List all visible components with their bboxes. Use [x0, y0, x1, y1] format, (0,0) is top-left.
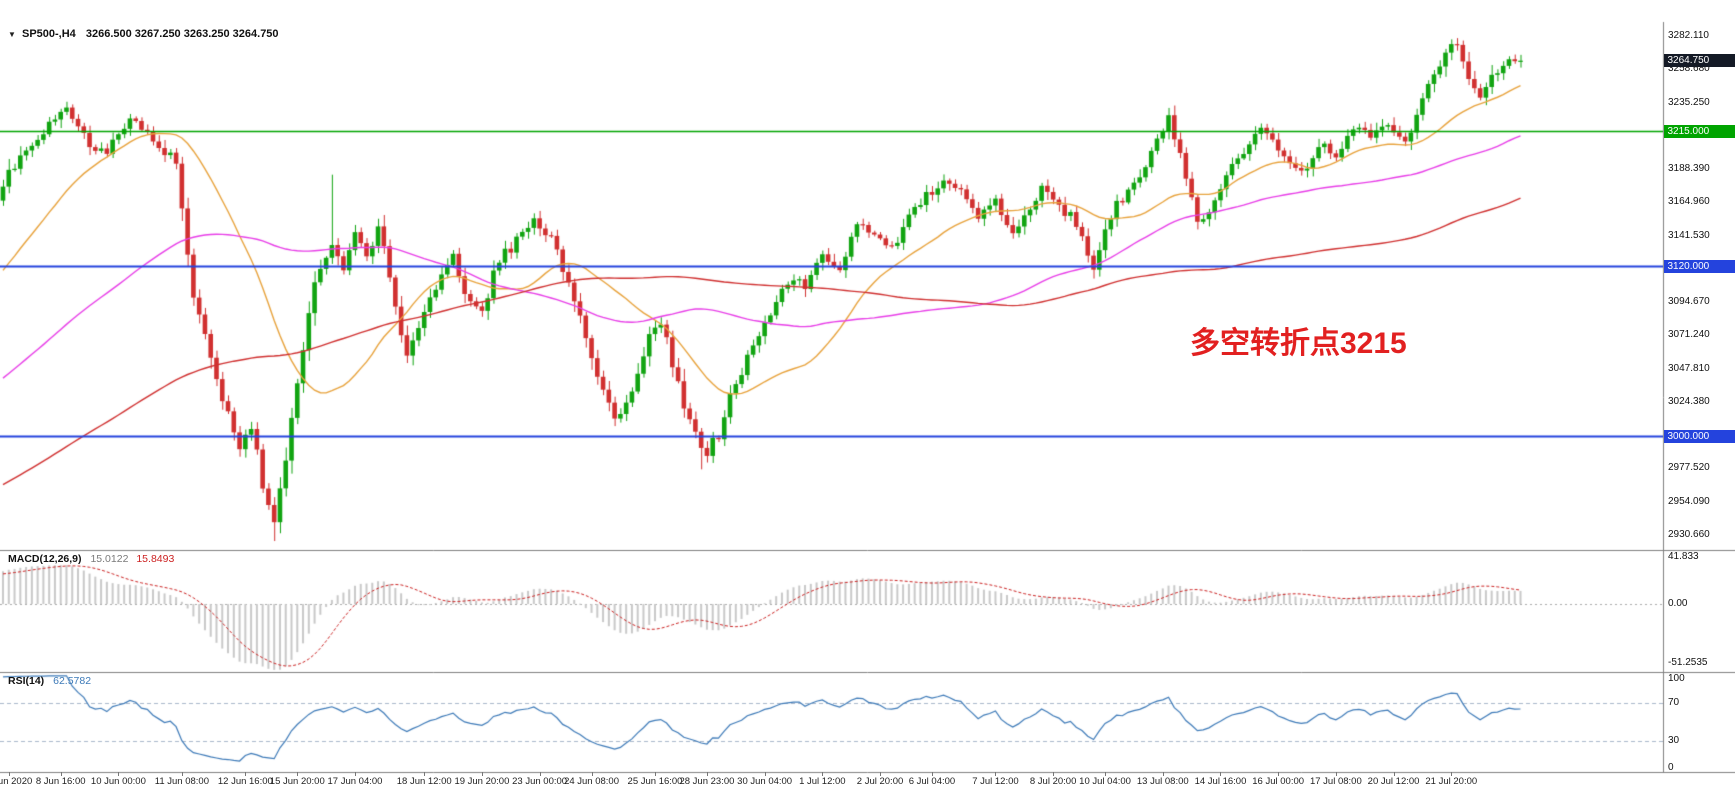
- time-axis-tick: [706, 772, 708, 776]
- time-axis-tick: [181, 772, 183, 776]
- price-axis-label[interactable]: 3047.810: [1668, 362, 1710, 374]
- price-axis-label[interactable]: 3094.670: [1668, 296, 1710, 308]
- time-axis-label[interactable]: 19 Jun 20:00: [454, 776, 510, 787]
- time-axis-label[interactable]: 25 Jun 16:00: [627, 776, 683, 787]
- time-axis-tick: [60, 772, 62, 776]
- time-axis-label[interactable]: 8 Jul 20:00: [1029, 776, 1077, 787]
- price-axis-label[interactable]: 3282.110: [1668, 30, 1709, 42]
- time-axis-tick: [1220, 772, 1222, 776]
- time-axis-label[interactable]: 6 Jul 04:00: [908, 776, 956, 787]
- time-axis-label[interactable]: 1 Jul 12:00: [799, 776, 846, 787]
- time-axis-label[interactable]: 12 Jun 16:00: [217, 776, 273, 787]
- time-axis-label[interactable]: 17 Jun 04:00: [327, 776, 383, 787]
- hline-price-marker[interactable]: 3215.000: [1663, 124, 1735, 138]
- time-axis-tick: [297, 772, 299, 776]
- macd-axis-label[interactable]: 41.833: [1668, 551, 1699, 562]
- time-axis-label[interactable]: 2 Jul 20:00: [856, 776, 904, 787]
- hline-price-marker[interactable]: 3000.000: [1663, 429, 1735, 443]
- time-axis-label[interactable]: 10 Jul 04:00: [1079, 776, 1131, 787]
- time-axis-label[interactable]: 23 Jun 00:00: [512, 776, 568, 787]
- price-axis-label[interactable]: 2954.090: [1668, 495, 1710, 507]
- chart-header: ▼ SP500-,H4 3266.500 3267.250 3263.250 3…: [8, 28, 279, 40]
- time-axis-tick: [1335, 772, 1337, 776]
- rsi-axis-label[interactable]: 30: [1668, 734, 1680, 746]
- price-axis-label[interactable]: 3258.680: [1668, 63, 1710, 75]
- rsi-axis-label[interactable]: 70: [1668, 697, 1680, 709]
- time-axis-label[interactable]: 8 Jun 16:00: [35, 776, 86, 787]
- time-axis-label[interactable]: 21 Jul 20:00: [1425, 776, 1478, 787]
- macd-main-value: 15.0122: [90, 553, 129, 565]
- price-axis-label[interactable]: 2930.660: [1668, 528, 1710, 540]
- time-axis-tick: [245, 772, 247, 776]
- symbol-marker-icon: ▼: [8, 30, 16, 39]
- time-axis-tick: [1278, 772, 1280, 776]
- macd-indicator-label: MACD(12,26,9) 15.0122 15.8493: [8, 553, 174, 565]
- time-axis-label[interactable]: 16 Jul 00:00: [1252, 776, 1305, 787]
- macd-axis-label[interactable]: 0.00: [1668, 598, 1688, 610]
- hline-price-marker[interactable]: 3120.000: [1663, 259, 1735, 273]
- price-axis-label[interactable]: 3188.390: [1668, 163, 1710, 175]
- time-axis-label[interactable]: 30 Jun 04:00: [737, 776, 793, 787]
- time-axis-tick: [1393, 772, 1395, 776]
- time-axis-tick: [1162, 772, 1164, 776]
- time-axis-label[interactable]: 17 Jul 08:00: [1309, 776, 1362, 787]
- time-axis-tick: [481, 772, 483, 776]
- rsi-name: RSI(14): [8, 675, 45, 687]
- price-axis-label[interactable]: 3141.530: [1668, 229, 1710, 241]
- price-axis-label[interactable]: 3164.960: [1668, 196, 1710, 208]
- time-axis-label[interactable]: 20 Jul 12:00: [1367, 776, 1420, 787]
- time-axis-label[interactable]: 28 Jun 23:00: [679, 776, 735, 787]
- time-axis-tick: [931, 772, 933, 776]
- chart-text-annotation: 多空转折点3215: [1190, 327, 1407, 360]
- time-axis-tick: [424, 772, 426, 776]
- time-axis-label[interactable]: 24 Jun 08:00: [564, 776, 619, 787]
- time-axis-tick: [764, 772, 766, 776]
- price-axis-label[interactable]: 3024.380: [1668, 395, 1710, 407]
- time-axis-tick: [1451, 772, 1453, 776]
- time-axis-tick: [1105, 772, 1107, 776]
- time-axis-tick: [591, 772, 593, 776]
- price-axis-label[interactable]: 3235.250: [1668, 96, 1710, 108]
- time-axis-label[interactable]: 7 Jul 12:00: [972, 776, 1019, 787]
- macd-signal-value: 15.8493: [136, 553, 175, 565]
- symbol-label: SP500-,H4: [21, 28, 76, 40]
- macd-axis-label[interactable]: -51.2535: [1668, 657, 1708, 669]
- time-axis-tick: [539, 772, 541, 776]
- time-axis-tick: [1053, 772, 1055, 776]
- time-axis-tick: [8, 772, 10, 776]
- time-axis-tick: [655, 772, 656, 776]
- time-axis-label[interactable]: 11 Jun 08:00: [154, 776, 209, 787]
- current-price-marker: 3264.750: [1663, 54, 1735, 68]
- rsi-axis-label[interactable]: 0: [1668, 762, 1674, 773]
- time-axis-label[interactable]: 10 Jun 00:00: [90, 776, 146, 787]
- rsi-indicator-label: RSI(14) 62.5782: [8, 675, 91, 687]
- time-axis-label[interactable]: 5 Jun 2020: [0, 776, 33, 787]
- ohlc-values: 3266.500 3267.250 3263.250 3264.750: [85, 28, 279, 40]
- price-axis-label[interactable]: 3071.240: [1668, 329, 1710, 341]
- time-axis-label[interactable]: 14 Jul 16:00: [1194, 776, 1247, 787]
- time-axis-tick: [822, 772, 824, 776]
- time-axis-label[interactable]: 13 Jul 08:00: [1136, 776, 1189, 787]
- rsi-axis-label[interactable]: 100: [1668, 673, 1685, 684]
- time-axis-tick: [354, 772, 356, 776]
- time-axis-tick: [880, 772, 882, 776]
- time-axis-tick: [995, 772, 997, 776]
- time-axis-label[interactable]: 18 Jun 12:00: [396, 776, 452, 787]
- price-axis-label[interactable]: 2977.520: [1668, 462, 1710, 474]
- time-axis-tick: [118, 772, 120, 776]
- rsi-value: 62.5782: [53, 675, 92, 687]
- macd-name: MACD(12,26,9): [8, 553, 82, 565]
- time-axis-label[interactable]: 15 Jun 20:00: [269, 776, 325, 787]
